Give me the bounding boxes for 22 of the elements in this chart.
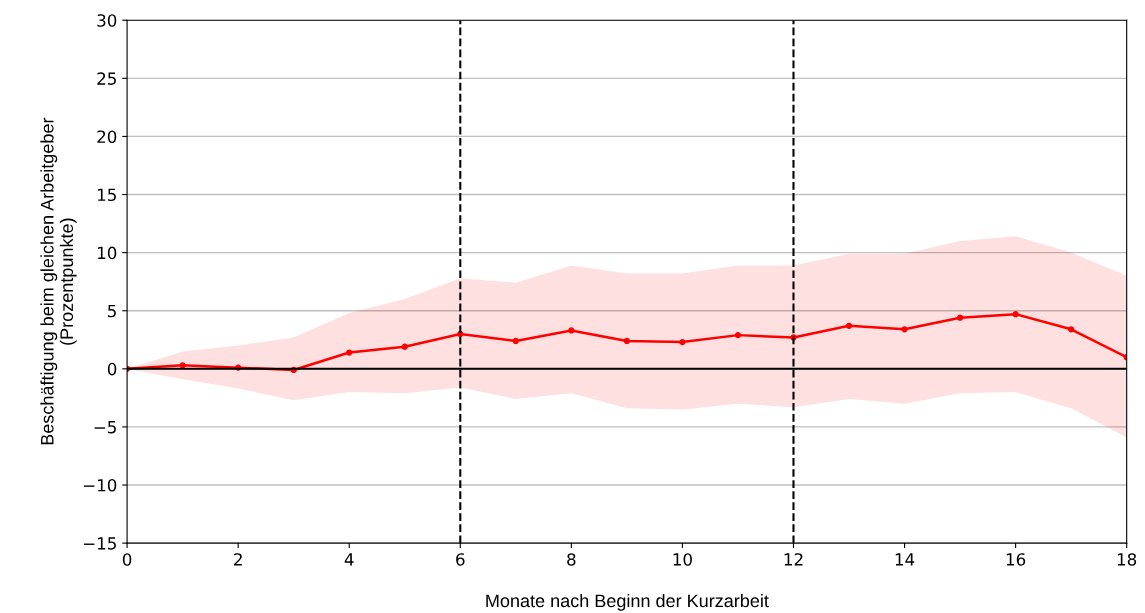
x-axis-title: Monate nach Beginn der Kurzarbeit: [486, 593, 769, 611]
y-tick-label: 20: [97, 130, 117, 143]
x-tick-label: 14: [895, 553, 915, 566]
x-tick-label: 0: [122, 553, 132, 566]
x-tick-label: 10: [673, 553, 692, 566]
y-tick-label: −15: [83, 537, 116, 550]
y-tick-label: 5: [108, 304, 116, 318]
y-tick-label: 10: [98, 246, 117, 260]
y-tick-label: 30: [97, 14, 117, 27]
x-tick-label: 16: [1006, 553, 1026, 566]
y-tick-label: 25: [97, 72, 116, 85]
y-tick-label: 15: [98, 188, 116, 202]
y-tick-label: 0: [107, 362, 117, 376]
y-tick-label: −5: [94, 421, 116, 434]
x-tick-label: 18: [1117, 553, 1137, 566]
x-tick-label: 12: [784, 553, 803, 566]
x-tick-label: 2: [234, 553, 242, 566]
x-tick-label: 6: [456, 553, 465, 566]
y-axis-title: Beschäftigung beim gleichen Arbeitgeber (Prozentpunkte): [40, 117, 77, 445]
y-tick-label: −10: [83, 478, 117, 492]
x-tick-label: 8: [567, 553, 576, 566]
x-tick-label: 4: [344, 553, 354, 566]
